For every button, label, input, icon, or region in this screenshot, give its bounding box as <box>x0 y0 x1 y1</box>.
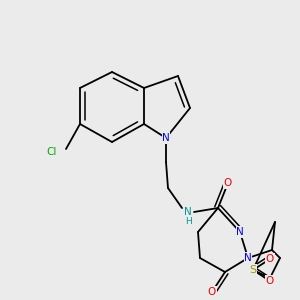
Text: H: H <box>184 218 191 226</box>
Text: N: N <box>162 133 170 143</box>
Text: O: O <box>266 254 274 264</box>
Text: O: O <box>224 178 232 188</box>
Text: Cl: Cl <box>47 147 57 157</box>
Text: N: N <box>236 227 244 237</box>
Text: N: N <box>184 207 192 217</box>
Text: S: S <box>249 265 256 275</box>
Text: O: O <box>208 287 216 297</box>
Text: O: O <box>266 276 274 286</box>
Text: N: N <box>244 253 252 263</box>
